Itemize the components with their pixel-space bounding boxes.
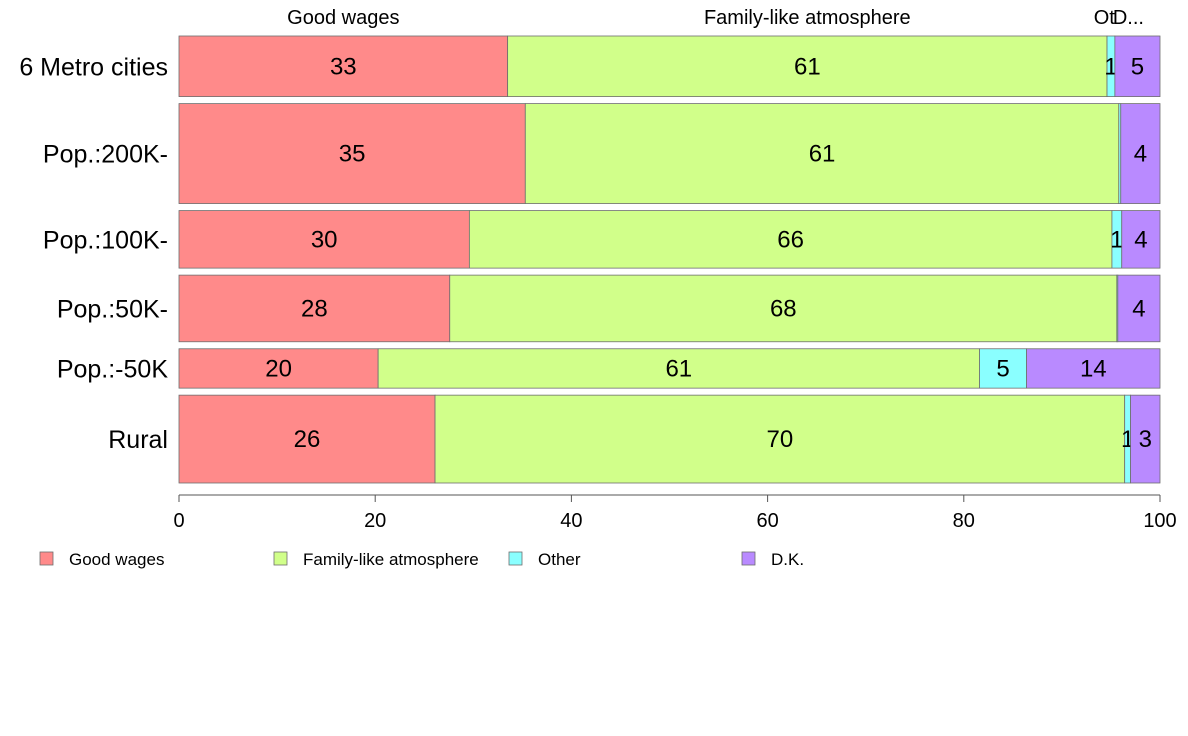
legend-label: D.K. [771,550,804,569]
bar-value-label: 3 [1139,426,1152,453]
bar-segment [178,348,379,389]
row-label: Pop.:200K- [43,141,168,169]
bar-segment [178,274,451,343]
legend-label: Other [538,550,581,569]
top-category-labels: Good wages Family-like atmosphere OtD... [287,7,1144,29]
x-axis: 0 20 40 60 80 100 [173,494,1177,532]
bar-value-label: 14 [1080,355,1107,382]
bar-value-label: 4 [1132,295,1145,322]
bar-value-label: 4 [1134,141,1147,168]
bar-value-label: 5 [1131,53,1144,80]
x-tick-label: 40 [560,510,582,532]
row-label: Pop.:100K- [43,226,168,254]
bar-value-label: 26 [294,426,321,453]
bar-value-label: 5 [996,355,1009,382]
bar-value-label: 68 [770,295,797,322]
bar-segment [449,274,1118,343]
bar-value-label: 61 [794,53,821,80]
top-label: Good wages [287,7,399,29]
bar-value-label: 66 [777,226,804,253]
row-label: Pop.:-50K [57,355,169,383]
bar-segment [524,103,1120,204]
legend: Good wages Family-like atmosphere Other D.K… [39,550,804,569]
legend-swatch [741,551,756,566]
bar-value-label: 4 [1134,226,1147,253]
bar-segment [1121,210,1161,269]
bar-value-label: 20 [265,355,292,382]
legend-label: Family-like atmosphere [303,550,479,569]
bar-value-label: 1 [1110,226,1123,253]
row-labels: 6 Metro cities Pop.:200K- Pop.:100K- Pop.:5… [19,53,168,454]
bar-value-label: 61 [809,141,836,168]
x-tick-label: 60 [756,510,778,532]
legend-label: Good wages [69,550,164,569]
bar-segment [178,103,526,204]
bar-segment [507,35,1108,97]
bar-segment [468,210,1113,269]
x-tick-label: 0 [173,510,184,532]
bar-value-label: 33 [330,53,357,80]
bar-segment [1117,274,1161,343]
x-tick-label: 20 [364,510,386,532]
bar-segment [178,210,470,269]
row-label: Pop.:50K- [57,295,168,323]
bar-segment [377,348,980,389]
bar-value-label: 1 [1104,53,1117,80]
bar-segment [979,348,1027,389]
bar-value-label: 35 [339,141,366,168]
top-label: Family-like atmosphere [704,7,911,29]
bar-value-label: 28 [301,295,328,322]
top-label: Ot [1094,7,1116,29]
bar-value-label: 61 [665,355,692,382]
bar-segment [1026,348,1161,389]
top-label: D... [1113,7,1144,29]
x-tick-label: 80 [953,510,975,532]
row-label: 6 Metro cities [19,53,168,81]
bar-segment [1120,103,1161,204]
legend-swatch [39,551,54,566]
row-label: Rural [108,426,168,454]
bar-value-label: 30 [311,226,338,253]
legend-swatch [273,551,288,566]
bar-value-label: 70 [767,426,794,453]
x-tick-label: 100 [1143,510,1176,532]
bar-segment [1114,35,1161,97]
bar-segment [178,394,436,484]
bar-segment [1130,394,1161,484]
legend-swatch [508,551,523,566]
bar-segment [434,394,1126,484]
